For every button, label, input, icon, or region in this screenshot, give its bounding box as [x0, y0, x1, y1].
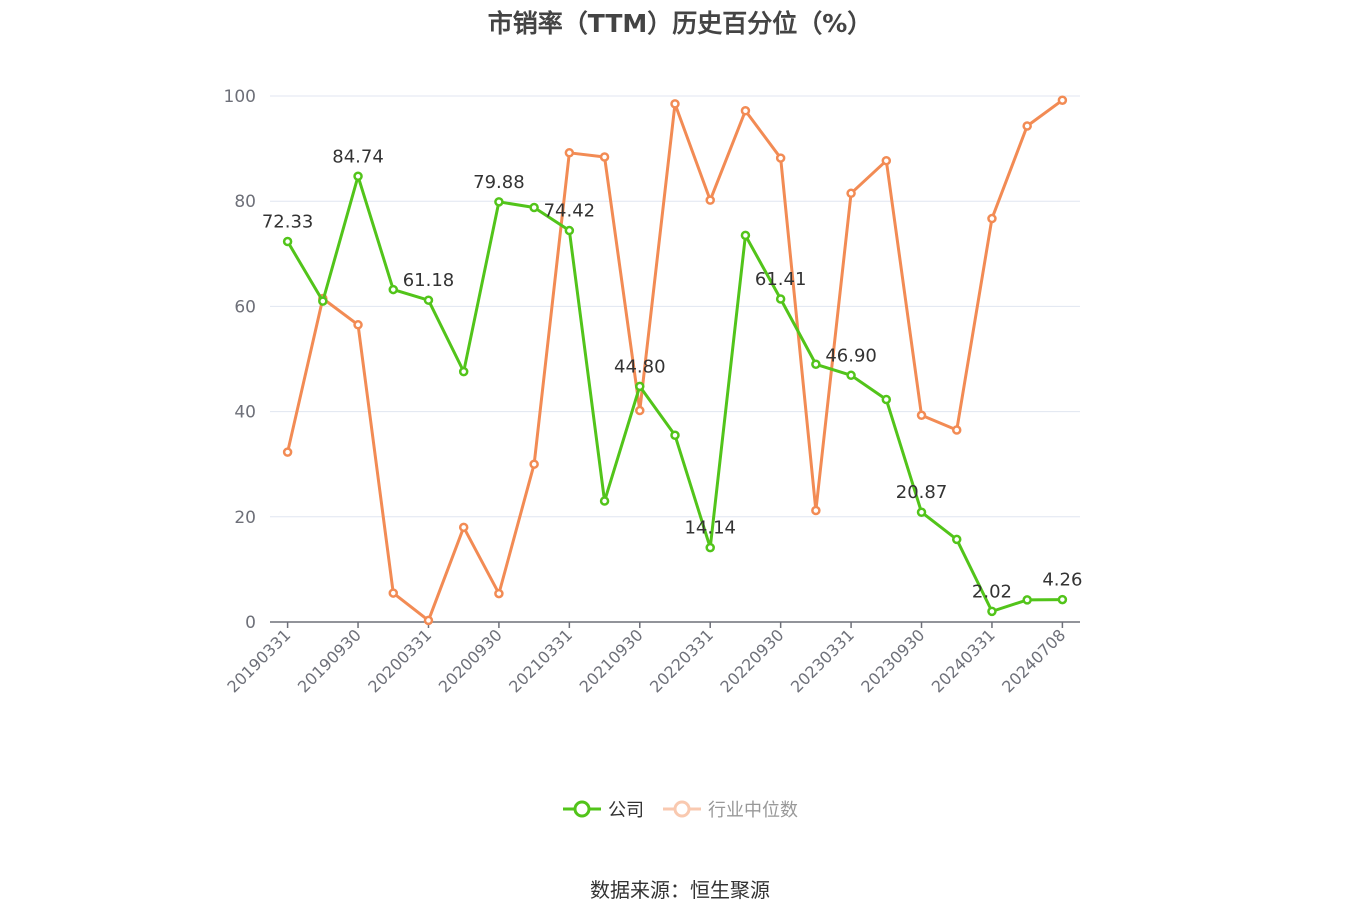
data-point-0: [458, 366, 469, 377]
data-label: 72.33: [262, 212, 314, 233]
y-tick-label: 40: [234, 403, 256, 423]
data-label: 61.18: [403, 270, 455, 291]
data-point-0: [318, 296, 328, 306]
data-label: 44.80: [614, 356, 666, 377]
data-point-0: [388, 284, 399, 295]
source-note: 数据来源：恒生聚源: [590, 878, 770, 902]
x-tick-label: 20190331: [223, 625, 294, 696]
legend-item-company[interactable]: 公司: [562, 796, 644, 822]
data-point-0: [670, 430, 680, 441]
data-point-0: [811, 359, 821, 370]
x-tick-label: 20220331: [646, 625, 717, 696]
label-layer: 72.33 84.74 61.18 79.88 74.42 44.80 14.14 61.41…: [262, 146, 1083, 602]
data-point-1: [494, 588, 504, 599]
data-point-0: [951, 534, 962, 545]
data-label: 61.41: [755, 269, 807, 290]
x-tick-label: 20230331: [787, 625, 858, 696]
data-point-1: [1057, 95, 1068, 105]
legend-industry-label: 行业中位数: [708, 800, 798, 821]
data-point-1: [599, 152, 610, 162]
data-point-1: [529, 459, 539, 469]
y-tick-label: 100: [224, 87, 256, 107]
x-tick-label: 20190930: [294, 625, 365, 696]
data-point-1: [564, 148, 575, 158]
x-tick-label: 20240708: [998, 625, 1069, 696]
data-label: 14.14: [684, 518, 736, 539]
data-point-0: [705, 542, 715, 553]
data-point-1: [282, 447, 293, 457]
data-point-1: [740, 105, 751, 116]
legend-item-industry-median[interactable]: 行业中位数: [662, 796, 798, 822]
data-point-0: [353, 171, 363, 182]
data-point-0: [599, 496, 610, 506]
chart-title: 市销率（TTM）历史百分位（%）: [487, 9, 873, 38]
legend: 公司 行业中位数: [0, 796, 1360, 822]
series-line-0: [286, 174, 1063, 613]
data-point-0: [1057, 594, 1068, 605]
x-tick-label: 20200331: [364, 625, 435, 696]
data-point-1: [670, 99, 680, 109]
y-tick-label: 80: [234, 192, 256, 212]
legend-industry-icon: [663, 800, 701, 818]
data-point-0: [529, 202, 539, 213]
grid-layer: [270, 95, 1080, 518]
axis-layer: 0 20 40 60 80 100 20190331 20190930 20200331 2020…: [223, 87, 1080, 696]
y-tick-label: 20: [234, 508, 256, 528]
data-point-1: [987, 213, 997, 224]
legend-company-label: 公司: [608, 800, 644, 821]
data-point-1: [353, 320, 363, 330]
x-tick-label: 20210930: [576, 625, 647, 696]
data-point-1: [705, 195, 715, 205]
data-point-1: [881, 155, 892, 166]
data-label: 2.02: [972, 581, 1012, 602]
data-label: 79.88: [473, 172, 525, 193]
data-label: 4.26: [1042, 570, 1082, 591]
data-point-1: [388, 588, 399, 598]
legend-company-icon: [563, 800, 601, 818]
data-point-0: [740, 230, 751, 241]
data-point-0: [916, 507, 927, 517]
data-label: 20.87: [896, 482, 948, 503]
x-tick-label: 20200930: [435, 625, 506, 696]
y-tick-label: 60: [234, 297, 256, 317]
data-point-0: [423, 295, 434, 305]
data-label: 74.42: [544, 201, 596, 222]
data-point-1: [811, 505, 821, 516]
x-tick-label: 20230930: [857, 625, 928, 696]
series-layer: [282, 95, 1068, 626]
data-label: 84.74: [332, 146, 384, 167]
x-tick-label: 20210331: [505, 625, 576, 696]
data-point-1: [635, 405, 645, 416]
data-label: 46.90: [825, 345, 877, 366]
data-point-1: [846, 188, 856, 199]
series-line-1: [286, 98, 1064, 622]
data-point-1: [916, 410, 927, 421]
data-point-1: [1022, 121, 1032, 131]
x-tick-label: 20220930: [716, 625, 787, 696]
data-point-0: [282, 236, 293, 247]
data-point-1: [775, 153, 786, 163]
data-point-0: [494, 197, 504, 207]
data-point-0: [846, 370, 856, 381]
data-point-1: [458, 522, 469, 533]
y-tick-label: 0: [245, 613, 256, 633]
data-point-1: [951, 425, 962, 435]
data-point-0: [635, 381, 645, 392]
data-point-0: [1022, 595, 1032, 605]
data-point-1: [423, 615, 434, 626]
data-point-0: [881, 394, 892, 405]
data-point-0: [775, 294, 786, 304]
data-point-0: [987, 606, 997, 617]
data-point-0: [564, 225, 575, 236]
x-tick-label: 20240331: [928, 625, 999, 696]
